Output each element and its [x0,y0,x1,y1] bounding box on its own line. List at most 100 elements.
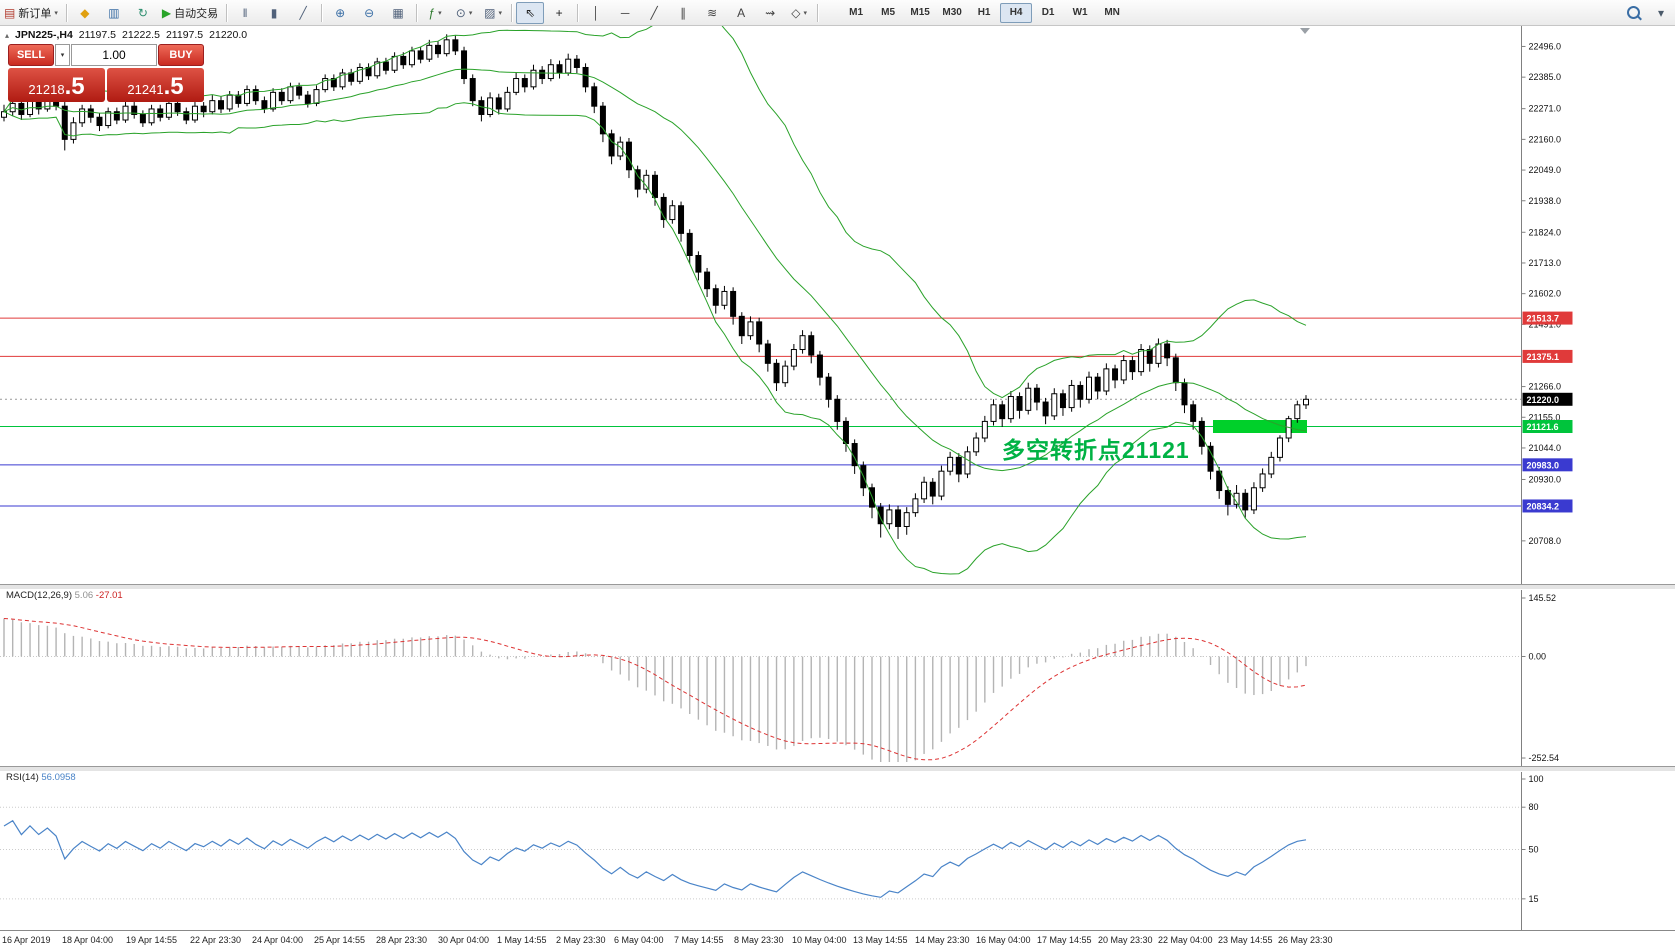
sell-price-button[interactable]: 21218.5 [8,68,105,102]
toolbar-separator [817,3,819,22]
dropdown-caret-icon: ▾ [803,9,807,17]
autotrading-button[interactable]: ▶ 自动交易 [158,2,222,24]
time-axis-separator [0,930,1675,931]
price-badge: 21375.1 [1522,349,1573,363]
periods-button[interactable]: ⊙ ▾ [450,2,478,24]
vertical-line-icon: │ [592,5,600,20]
arrows-button[interactable]: ⇝ [756,2,784,24]
svg-text:21121.6: 21121.6 [1527,422,1559,432]
svg-text:21266.0: 21266.0 [1529,382,1562,392]
tile-windows-button[interactable]: ▦ [384,2,412,24]
timeframe-m30-button[interactable]: M30 [942,7,962,18]
line-chart-button[interactable]: ╱ [289,2,317,24]
buy-button[interactable]: BUY [158,44,204,66]
fibonacci-button[interactable]: ≋ [698,2,726,24]
svg-text:21155.0: 21155.0 [1529,412,1561,422]
autotrading-icon: ▶ [161,5,172,20]
svg-text:21824.0: 21824.0 [1529,227,1562,237]
timeframe-mn-button[interactable]: MN [1104,7,1120,18]
vertical-line-button[interactable]: │ [582,2,610,24]
channel-button[interactable]: ∥ [669,2,697,24]
svg-text:0.00: 0.00 [1529,652,1547,662]
svg-text:22160.0: 22160.0 [1529,134,1562,144]
svg-text:20 May 23:30: 20 May 23:30 [1098,935,1153,945]
svg-text:18 Apr 04:00: 18 Apr 04:00 [62,935,113,945]
volume-dropdown-button[interactable]: ▾ [55,44,70,66]
toolbar-separator [321,3,323,22]
thick-green-line[interactable] [1213,419,1307,433]
svg-text:26 May 23:30: 26 May 23:30 [1278,935,1333,945]
new-order-button[interactable]: ▤ 新订单 ▾ [0,2,62,24]
trendline-icon: ╱ [650,5,658,20]
svg-text:22271.0: 22271.0 [1529,104,1562,114]
timeframe-w1-button[interactable]: W1 [1072,7,1088,18]
svg-text:-252.54: -252.54 [1529,753,1560,763]
symbol-title: JPN225-,H4 [15,29,73,41]
svg-text:19 Apr 14:55: 19 Apr 14:55 [126,935,177,945]
chart-annotation-text[interactable]: 多空转折点21121 [1002,437,1190,463]
dropdown-caret-icon: ▾ [438,9,442,17]
svg-text:21375.1: 21375.1 [1527,352,1560,362]
search-button[interactable] [1619,2,1647,24]
shapes-button[interactable]: ◇ ▾ [785,2,813,24]
zoom-in-button[interactable]: ⊕ [326,2,354,24]
crosshair-button[interactable]: + [545,2,573,24]
toolbar-separator [65,3,67,22]
price-axis[interactable]: 22496.0 22385.0 22271.0 22160.0 22049.0 21938… [1521,26,1573,930]
svg-text:20983.0: 20983.0 [1527,460,1560,470]
trendline-button[interactable]: ╱ [640,2,668,24]
timeframe-h1-button[interactable]: H1 [977,7,991,18]
sell-button[interactable]: SELL [8,44,54,66]
time-axis[interactable]: 16 Apr 2019 18 Apr 04:00 19 Apr 14:55 22 Ap… [2,935,1333,945]
macd-label: MACD(12,26,9) 5.06 -27.01 [6,590,123,601]
dropdown-caret-icon: ▾ [54,9,58,17]
toolbar-right-group: ▾ [1619,2,1675,24]
rsi-splitter[interactable] [0,766,1675,772]
price-levels-layer [0,317,1522,507]
candlestick-chart-button[interactable]: ▮ [260,2,288,24]
horizontal-line-icon: ─ [620,5,630,20]
timeframe-m5-button[interactable]: M5 [881,7,896,18]
macd-splitter[interactable] [0,584,1675,590]
price-badge: 21513.7 [1522,311,1573,325]
one-click-collapse-button[interactable]: ▴ [5,30,10,40]
volume-input[interactable] [71,44,157,66]
search-options-button[interactable]: ▾ [1647,2,1675,24]
bar-chart-button[interactable]: ‖ [231,2,259,24]
svg-text:7 May 14:55: 7 May 14:55 [674,935,724,945]
buy-price-button[interactable]: 21241.5 [107,68,204,102]
zoom-out-icon: ⊖ [364,5,375,20]
timeframe-m15-button[interactable]: M15 [910,7,930,18]
svg-text:15: 15 [1529,894,1539,904]
svg-text:21713.0: 21713.0 [1529,258,1562,268]
zoom-out-button[interactable]: ⊖ [355,2,383,24]
templates-button[interactable]: ▨ ▾ [479,2,507,24]
crosshair-icon: + [555,5,563,20]
refresh-button[interactable]: ↻ [129,2,157,24]
dropdown-caret-icon: ▾ [468,9,473,17]
sell-price-main: 21218 [28,82,65,97]
rsi-value: 56.0958 [41,772,76,783]
timeframe-m1-button[interactable]: M1 [849,7,864,18]
svg-text:24 Apr 04:00: 24 Apr 04:00 [252,935,303,945]
timeframe-h4-button[interactable]: H4 [1000,2,1033,23]
text-button[interactable]: A [727,2,755,24]
indicators-button[interactable]: ƒ ▾ [421,2,449,24]
svg-text:13 May 14:55: 13 May 14:55 [853,935,908,945]
horizontal-line-button[interactable]: ─ [611,2,639,24]
svg-text:145.52: 145.52 [1529,593,1557,603]
candles-layer [1,34,1309,539]
dropdown-caret-icon: ▾ [498,9,503,17]
ohlc-high: 21222.5 [121,29,160,41]
macd-name: MACD(12,26,9) [6,590,72,601]
ohlc-close: 21220.0 [209,29,248,41]
svg-text:14 May 23:30: 14 May 23:30 [915,935,970,945]
price-badge: 20983.0 [1522,458,1573,472]
market-watch-button[interactable]: ▥ [100,2,128,24]
cursor-button[interactable]: ⇖ [516,1,545,24]
timeframe-d1-button[interactable]: D1 [1041,7,1055,18]
svg-text:50: 50 [1529,845,1539,855]
channel-icon: ∥ [680,5,687,20]
profiles-button[interactable]: ◆ [71,2,99,24]
